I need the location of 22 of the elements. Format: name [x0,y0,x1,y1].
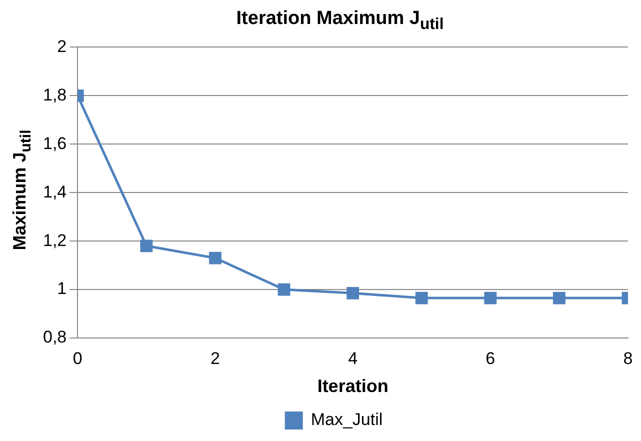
y-tick-label: 1 [57,279,67,298]
y-tick-label: 1,4 [42,182,67,202]
y-tick-label: 1,8 [42,85,67,104]
x-tick-label: 0 [72,348,82,368]
y-tick-label: 2 [57,36,67,56]
x-tick-label: 8 [623,348,633,368]
point [553,292,566,304]
y-tick-label: 1,6 [42,134,67,153]
point [140,240,153,252]
y-tick-label: 1,2 [42,230,67,250]
x-tick-label: 4 [348,348,358,368]
x-tick-label: 6 [486,348,496,368]
x-tick-label: 2 [210,348,220,368]
legend-label: Max_Jutil [310,410,383,430]
y-tick-label: 0,8 [42,328,67,347]
point [484,292,497,304]
x-axis-title: Iteration [317,376,388,396]
chart-title: Iteration Maximum J$_{util}$ [235,8,445,34]
point [209,252,222,264]
point [346,286,360,300]
point [415,292,428,304]
point [278,283,290,296]
